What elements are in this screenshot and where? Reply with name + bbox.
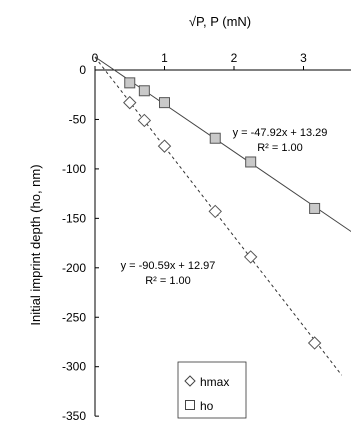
y-tick-label: -200: [62, 261, 86, 275]
ho-point: [124, 77, 136, 89]
legend-diamond-icon: [184, 375, 196, 387]
x-axis-title: √P, P (mN): [189, 14, 251, 29]
y-tick-label: -150: [62, 211, 86, 225]
hmax-point: [137, 113, 152, 128]
y-tick-label: -350: [62, 409, 86, 423]
legend-hmax-label: hmax: [200, 375, 229, 389]
x-tick-label: 2: [231, 51, 238, 65]
x-tick-label: 3: [300, 51, 307, 65]
y-tick-label: -250: [62, 310, 86, 324]
hmax-fit-line: [94, 56, 343, 376]
hmax-point: [307, 336, 322, 350]
hmax-equation: y = -90.59x + 12.97: [121, 260, 216, 272]
ho-equation: y = -47.92x + 13.29: [233, 127, 328, 139]
hmax-r2: R² = 1.00: [145, 275, 191, 287]
y-tick-label: -50: [69, 112, 87, 126]
ho-point: [309, 202, 321, 214]
legend: hmax ho: [177, 361, 247, 419]
ho-point: [245, 156, 257, 168]
y-tick-label: 0: [79, 63, 86, 77]
ho-point: [159, 97, 170, 109]
hmax-point: [243, 250, 258, 264]
ho-point: [209, 132, 221, 144]
x-tick-label: 1: [161, 51, 168, 65]
legend-square-icon: [185, 400, 195, 410]
axes: 0 1 2 30-50-100-150-200-250-300-350: [62, 51, 351, 423]
ho-point: [138, 85, 150, 97]
chart-text: √P, P (mN) Initial imprint depth (ho, nm…: [28, 14, 327, 326]
ho-r2: R² = 1.00: [257, 142, 303, 154]
y-tick-label: -300: [62, 360, 86, 374]
hmax-point: [208, 204, 222, 219]
y-axis-title: Initial imprint depth (ho, nm): [28, 164, 43, 325]
hmax-point: [157, 139, 172, 153]
data-markers: [123, 77, 322, 350]
hmax-point: [123, 95, 137, 110]
y-tick-label: -100: [62, 162, 86, 176]
legend-ho-label: ho: [200, 399, 214, 413]
